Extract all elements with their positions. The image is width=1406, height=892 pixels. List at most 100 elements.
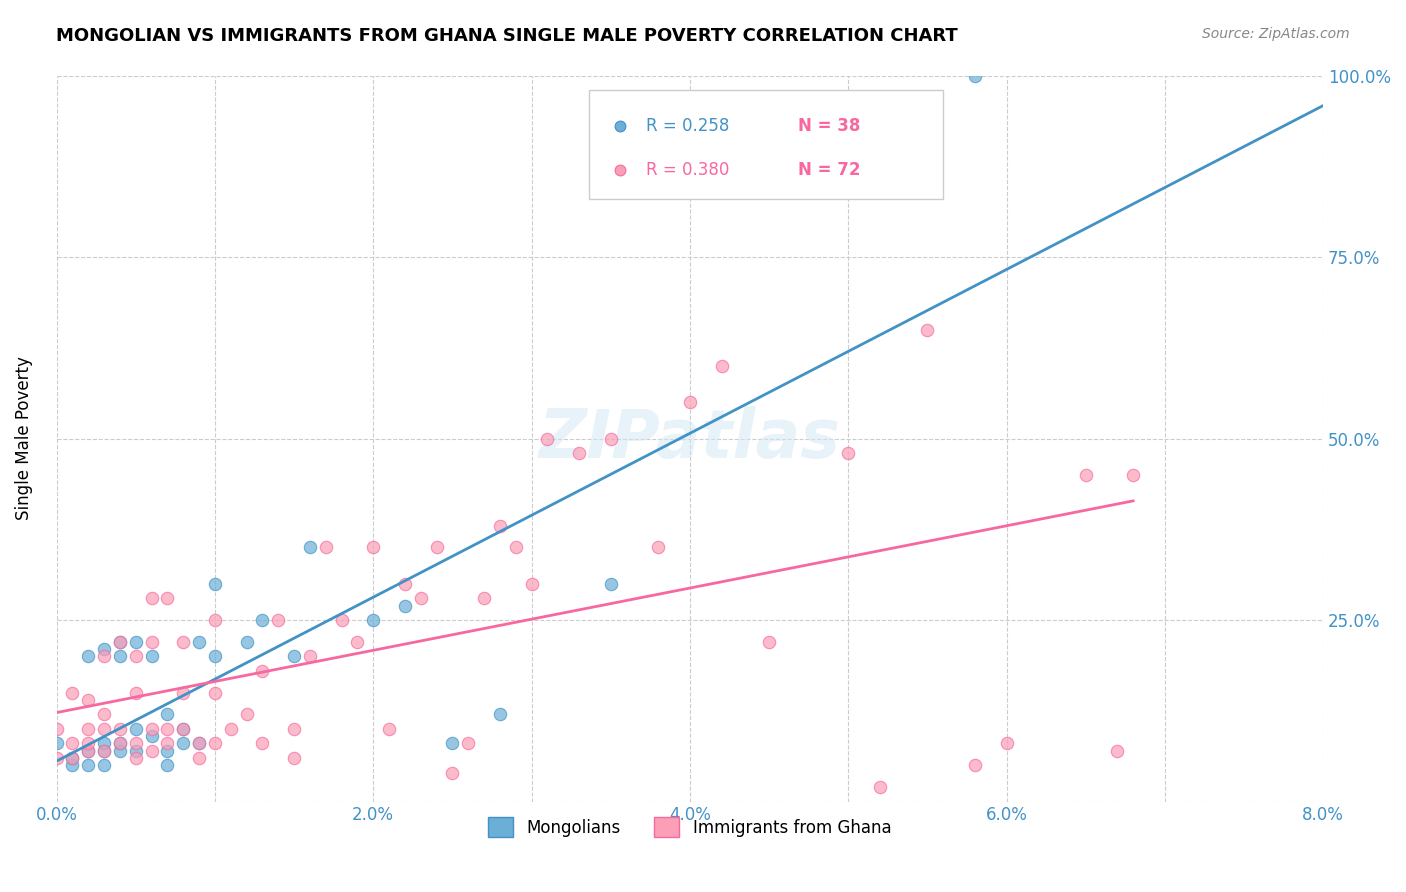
Immigrants from Ghana bbox=[710, 359, 733, 373]
Immigrants from Ghana bbox=[204, 686, 226, 700]
Immigrants from Ghana bbox=[394, 576, 416, 591]
FancyBboxPatch shape bbox=[589, 90, 943, 199]
Immigrants from Ghana bbox=[283, 722, 305, 736]
Mongolians bbox=[188, 635, 211, 649]
Mongolians bbox=[93, 744, 115, 758]
Immigrants from Ghana bbox=[93, 649, 115, 664]
Immigrants from Ghana bbox=[108, 635, 131, 649]
Immigrants from Ghana bbox=[108, 722, 131, 736]
Mongolians bbox=[125, 635, 148, 649]
Mongolians bbox=[93, 642, 115, 657]
Immigrants from Ghana bbox=[172, 722, 194, 736]
Immigrants from Ghana bbox=[156, 591, 179, 606]
Immigrants from Ghana bbox=[93, 744, 115, 758]
Immigrants from Ghana bbox=[1074, 467, 1097, 482]
Immigrants from Ghana bbox=[141, 635, 163, 649]
Mongolians bbox=[156, 758, 179, 772]
Mongolians bbox=[394, 599, 416, 613]
Mongolians bbox=[77, 758, 100, 772]
Mongolians bbox=[77, 744, 100, 758]
Immigrants from Ghana bbox=[489, 518, 512, 533]
Mongolians bbox=[599, 576, 621, 591]
Mongolians bbox=[441, 737, 464, 751]
Immigrants from Ghana bbox=[647, 541, 669, 555]
Immigrants from Ghana bbox=[917, 323, 939, 337]
Immigrants from Ghana bbox=[93, 707, 115, 722]
Mongolians bbox=[141, 649, 163, 664]
Mongolians bbox=[489, 707, 512, 722]
Immigrants from Ghana bbox=[505, 541, 527, 555]
Immigrants from Ghana bbox=[77, 744, 100, 758]
Immigrants from Ghana bbox=[62, 751, 84, 765]
Immigrants from Ghana bbox=[77, 737, 100, 751]
Y-axis label: Single Male Poverty: Single Male Poverty bbox=[15, 357, 32, 521]
Immigrants from Ghana bbox=[62, 737, 84, 751]
Immigrants from Ghana bbox=[837, 446, 859, 460]
Mongolians bbox=[77, 649, 100, 664]
Mongolians bbox=[156, 744, 179, 758]
Immigrants from Ghana bbox=[108, 737, 131, 751]
Immigrants from Ghana bbox=[378, 722, 401, 736]
Immigrants from Ghana bbox=[1107, 744, 1129, 758]
Mongolians bbox=[252, 613, 274, 627]
Mongolians bbox=[108, 744, 131, 758]
Immigrants from Ghana bbox=[125, 686, 148, 700]
Immigrants from Ghana bbox=[361, 541, 384, 555]
Immigrants from Ghana bbox=[172, 686, 194, 700]
Text: Source: ZipAtlas.com: Source: ZipAtlas.com bbox=[1202, 27, 1350, 41]
Immigrants from Ghana bbox=[141, 591, 163, 606]
Immigrants from Ghana bbox=[219, 722, 242, 736]
Mongolians bbox=[108, 649, 131, 664]
Immigrants from Ghana bbox=[125, 751, 148, 765]
Immigrants from Ghana bbox=[156, 737, 179, 751]
Immigrants from Ghana bbox=[172, 635, 194, 649]
Immigrants from Ghana bbox=[125, 649, 148, 664]
Immigrants from Ghana bbox=[963, 758, 986, 772]
Text: N = 72: N = 72 bbox=[797, 161, 860, 179]
Mongolians bbox=[108, 737, 131, 751]
Mongolians bbox=[188, 737, 211, 751]
Immigrants from Ghana bbox=[568, 446, 591, 460]
Mongolians bbox=[93, 758, 115, 772]
Mongolians bbox=[156, 707, 179, 722]
Mongolians bbox=[172, 722, 194, 736]
Mongolians bbox=[204, 576, 226, 591]
Mongolians bbox=[62, 751, 84, 765]
Immigrants from Ghana bbox=[315, 541, 337, 555]
Mongolians bbox=[108, 635, 131, 649]
Text: ZIPatlas: ZIPatlas bbox=[538, 406, 841, 472]
Text: R = 0.380: R = 0.380 bbox=[645, 161, 728, 179]
Mongolians bbox=[141, 729, 163, 743]
Immigrants from Ghana bbox=[204, 613, 226, 627]
Mongolians bbox=[361, 613, 384, 627]
Text: MONGOLIAN VS IMMIGRANTS FROM GHANA SINGLE MALE POVERTY CORRELATION CHART: MONGOLIAN VS IMMIGRANTS FROM GHANA SINGL… bbox=[56, 27, 957, 45]
Immigrants from Ghana bbox=[77, 722, 100, 736]
Immigrants from Ghana bbox=[125, 737, 148, 751]
Mongolians bbox=[172, 737, 194, 751]
Immigrants from Ghana bbox=[520, 576, 543, 591]
Immigrants from Ghana bbox=[441, 765, 464, 780]
Immigrants from Ghana bbox=[45, 751, 67, 765]
Immigrants from Ghana bbox=[267, 613, 290, 627]
Mongolians bbox=[204, 649, 226, 664]
Mongolians bbox=[283, 649, 305, 664]
Mongolians bbox=[298, 541, 321, 555]
Text: N = 38: N = 38 bbox=[797, 118, 860, 136]
Mongolians bbox=[235, 635, 257, 649]
Immigrants from Ghana bbox=[330, 613, 353, 627]
Immigrants from Ghana bbox=[188, 751, 211, 765]
Immigrants from Ghana bbox=[599, 432, 621, 446]
Mongolians bbox=[125, 722, 148, 736]
Mongolians bbox=[93, 737, 115, 751]
Immigrants from Ghana bbox=[204, 737, 226, 751]
Immigrants from Ghana bbox=[93, 722, 115, 736]
Immigrants from Ghana bbox=[45, 722, 67, 736]
Immigrants from Ghana bbox=[426, 541, 449, 555]
Immigrants from Ghana bbox=[62, 686, 84, 700]
Mongolians bbox=[45, 737, 67, 751]
Immigrants from Ghana bbox=[252, 737, 274, 751]
Immigrants from Ghana bbox=[472, 591, 495, 606]
Immigrants from Ghana bbox=[283, 751, 305, 765]
Immigrants from Ghana bbox=[995, 737, 1018, 751]
Immigrants from Ghana bbox=[409, 591, 432, 606]
